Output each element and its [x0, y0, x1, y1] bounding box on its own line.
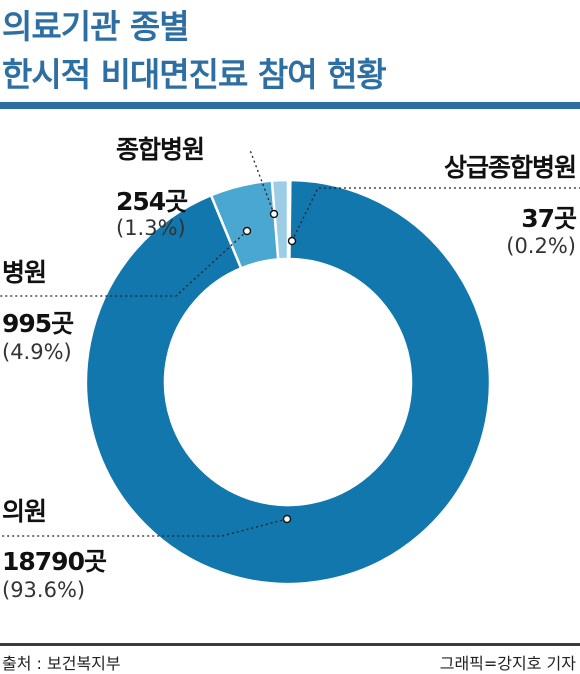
leader-clinic: [0, 518, 288, 537]
label-hospital: 병원: [2, 258, 47, 287]
donut-slices: [84, 178, 492, 586]
credit-note: 그래픽=강지호 기자: [439, 654, 576, 673]
leader-lines: [0, 149, 580, 537]
percent-clinic: (93.6%): [2, 578, 86, 602]
footer-divider: [0, 643, 580, 646]
leader-hospital: [0, 230, 248, 297]
slice-general-hospital: [270, 178, 290, 261]
label-general-hospital: 종합병원: [116, 135, 205, 164]
marker-tertiary-hospital: [287, 236, 297, 246]
label-tertiary-hospital: 상급종합병원: [443, 153, 577, 182]
label-clinic: 의원: [2, 497, 47, 526]
source-note: 출처 : 보건복지부: [2, 654, 121, 673]
count-clinic: 18790곳: [2, 547, 107, 576]
chart-title-line-1: 의료기관 종별: [2, 7, 190, 46]
marker-general-hospital: [269, 209, 279, 219]
percent-tertiary-hospital: (0.2%): [506, 234, 576, 258]
header-divider: [0, 102, 580, 109]
count-hospital: 995곳: [2, 309, 74, 338]
chart-title-line-2: 한시적 비대면진료 참여 현황: [2, 55, 387, 94]
count-tertiary-hospital: 37곳: [521, 204, 577, 233]
leader-general-hospital: [249, 149, 275, 215]
count-general-hospital: 254곳: [116, 187, 188, 216]
marker-clinic: [282, 514, 292, 524]
percent-hospital: (4.9%): [2, 340, 72, 364]
slice-clinic: [84, 178, 492, 586]
marker-hospital: [242, 226, 252, 236]
percent-general-hospital: (1.3%): [116, 216, 186, 240]
